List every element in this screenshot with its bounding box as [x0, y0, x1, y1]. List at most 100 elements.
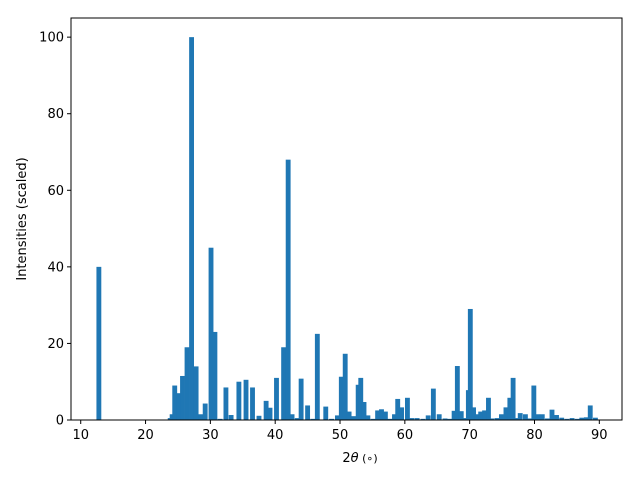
x-axis-ticks: 10 20 30 40 50 60 70 80 90	[72, 420, 608, 443]
bar	[361, 402, 367, 420]
bar	[217, 418, 223, 420]
bar	[535, 414, 541, 420]
bar	[351, 416, 357, 420]
plot-frame	[70, 17, 623, 421]
bar	[379, 409, 384, 420]
bar	[447, 418, 452, 420]
bar	[474, 414, 480, 420]
x-tick-label: 90	[591, 428, 608, 443]
bar-series	[96, 37, 598, 420]
bar	[189, 37, 194, 420]
x-tick-label: 10	[72, 428, 89, 443]
bar	[539, 414, 545, 420]
bar	[442, 418, 448, 420]
bar	[298, 378, 304, 420]
x-axis-label-unit: (∘)	[359, 452, 378, 465]
y-tick-label: 20	[47, 337, 64, 352]
x-tick-label: 40	[267, 428, 284, 443]
bar	[478, 411, 484, 420]
bar	[184, 347, 190, 420]
x-tick-label: 30	[202, 428, 219, 443]
bar	[329, 418, 335, 420]
bar	[454, 366, 460, 420]
y-tick-label: 100	[39, 31, 64, 46]
bar	[517, 413, 523, 420]
bar	[285, 159, 291, 420]
bar	[176, 393, 182, 420]
bar	[486, 397, 491, 420]
bar	[425, 415, 431, 420]
bar	[294, 418, 300, 420]
bar	[392, 414, 397, 420]
bar	[471, 407, 476, 420]
bar	[250, 387, 255, 420]
bar	[414, 418, 420, 420]
bar	[228, 415, 234, 420]
bar	[370, 418, 376, 420]
bar	[587, 405, 593, 420]
bar	[314, 333, 320, 420]
bar	[267, 407, 273, 420]
x-tick-label: 60	[397, 428, 414, 443]
bar	[208, 247, 214, 420]
bar	[346, 411, 352, 420]
bar	[409, 418, 415, 420]
bar	[430, 388, 436, 420]
bar	[289, 414, 295, 420]
bar	[281, 347, 287, 420]
y-tick-label: 60	[47, 184, 64, 199]
y-tick-label: 0	[56, 414, 64, 429]
bar	[365, 415, 371, 420]
bar	[559, 417, 565, 420]
bar	[467, 308, 473, 420]
bar	[507, 397, 513, 420]
bar	[382, 411, 388, 420]
bar	[375, 410, 381, 420]
bar	[399, 407, 405, 420]
y-tick-label: 80	[47, 107, 64, 122]
bar	[395, 398, 401, 420]
bar	[526, 418, 532, 420]
bar	[494, 418, 500, 420]
bar	[462, 418, 468, 420]
bar	[510, 377, 516, 420]
bar	[420, 418, 426, 420]
x-tick-label: 70	[461, 428, 478, 443]
bar	[405, 397, 410, 420]
bar	[554, 415, 559, 420]
bar	[513, 418, 519, 420]
x-tick-label: 20	[137, 428, 154, 443]
x-axis-label-theta: θ	[351, 451, 359, 466]
bar	[549, 409, 555, 420]
bar	[503, 407, 509, 420]
bar	[342, 353, 348, 420]
x-tick-label: 80	[526, 428, 543, 443]
bar	[564, 418, 570, 420]
bar	[574, 418, 580, 420]
bar	[256, 415, 262, 420]
bar	[358, 377, 364, 420]
bar	[583, 417, 589, 420]
bar	[338, 376, 344, 420]
bar	[579, 417, 585, 420]
bar	[592, 417, 598, 420]
bar	[212, 331, 218, 420]
y-axis-label: Intensities (scaled)	[15, 157, 30, 280]
bar	[310, 418, 316, 420]
bar	[198, 414, 204, 420]
bar	[202, 403, 208, 420]
bar	[436, 414, 442, 420]
bar	[499, 414, 504, 420]
y-axis-ticks: 0 20 40 60 80 100	[39, 31, 71, 429]
bar	[489, 418, 495, 420]
bar	[172, 385, 178, 420]
x-axis-label-prefix: 2	[342, 451, 350, 466]
bar	[545, 418, 550, 420]
bar	[334, 415, 340, 420]
y-tick-label: 40	[47, 260, 64, 275]
bar	[451, 410, 457, 420]
bar	[355, 384, 361, 420]
bar	[223, 387, 229, 420]
bar	[274, 377, 279, 420]
